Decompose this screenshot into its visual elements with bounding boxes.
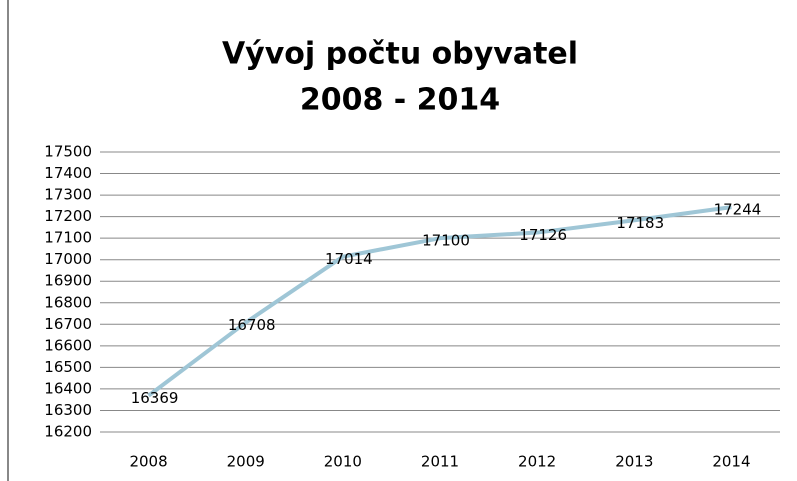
- data-label: 17126: [519, 226, 567, 244]
- data-label: 16708: [228, 316, 276, 334]
- y-tick-label: 17000: [44, 250, 92, 268]
- x-tick-label: 2008: [129, 453, 167, 471]
- y-tick-label: 16500: [44, 358, 92, 376]
- y-tick-label: 17300: [44, 186, 92, 204]
- data-label: 17244: [714, 201, 762, 219]
- chart-subtitle: 2008 - 2014: [300, 83, 500, 118]
- y-tick-label: 16400: [44, 379, 92, 397]
- y-tick-label: 16600: [44, 336, 92, 354]
- y-tick-label: 17200: [44, 207, 92, 225]
- data-label: 17014: [325, 250, 373, 268]
- data-label: 17183: [616, 214, 664, 232]
- x-tick-label: 2013: [615, 453, 653, 471]
- x-tick-label: 2014: [712, 453, 750, 471]
- x-tick-label: 2012: [518, 453, 556, 471]
- series-line: [147, 205, 732, 398]
- y-tick-label: 16700: [44, 315, 92, 333]
- x-tick-label: 2009: [227, 453, 265, 471]
- x-tick-label: 2010: [324, 453, 362, 471]
- y-tick-label: 16800: [44, 293, 92, 311]
- y-tick-label: 16900: [44, 272, 92, 290]
- y-tick-label: 17500: [44, 143, 92, 161]
- chart-title: Vývoj počtu obyvatel: [222, 37, 578, 72]
- y-tick-label: 17100: [44, 229, 92, 247]
- data-label: 16369: [131, 389, 179, 407]
- y-tick-label: 16200: [44, 423, 92, 441]
- y-tick-label: 16300: [44, 401, 92, 419]
- y-tick-label: 17400: [44, 164, 92, 182]
- data-label: 17100: [422, 232, 470, 250]
- x-tick-label: 2011: [421, 453, 459, 471]
